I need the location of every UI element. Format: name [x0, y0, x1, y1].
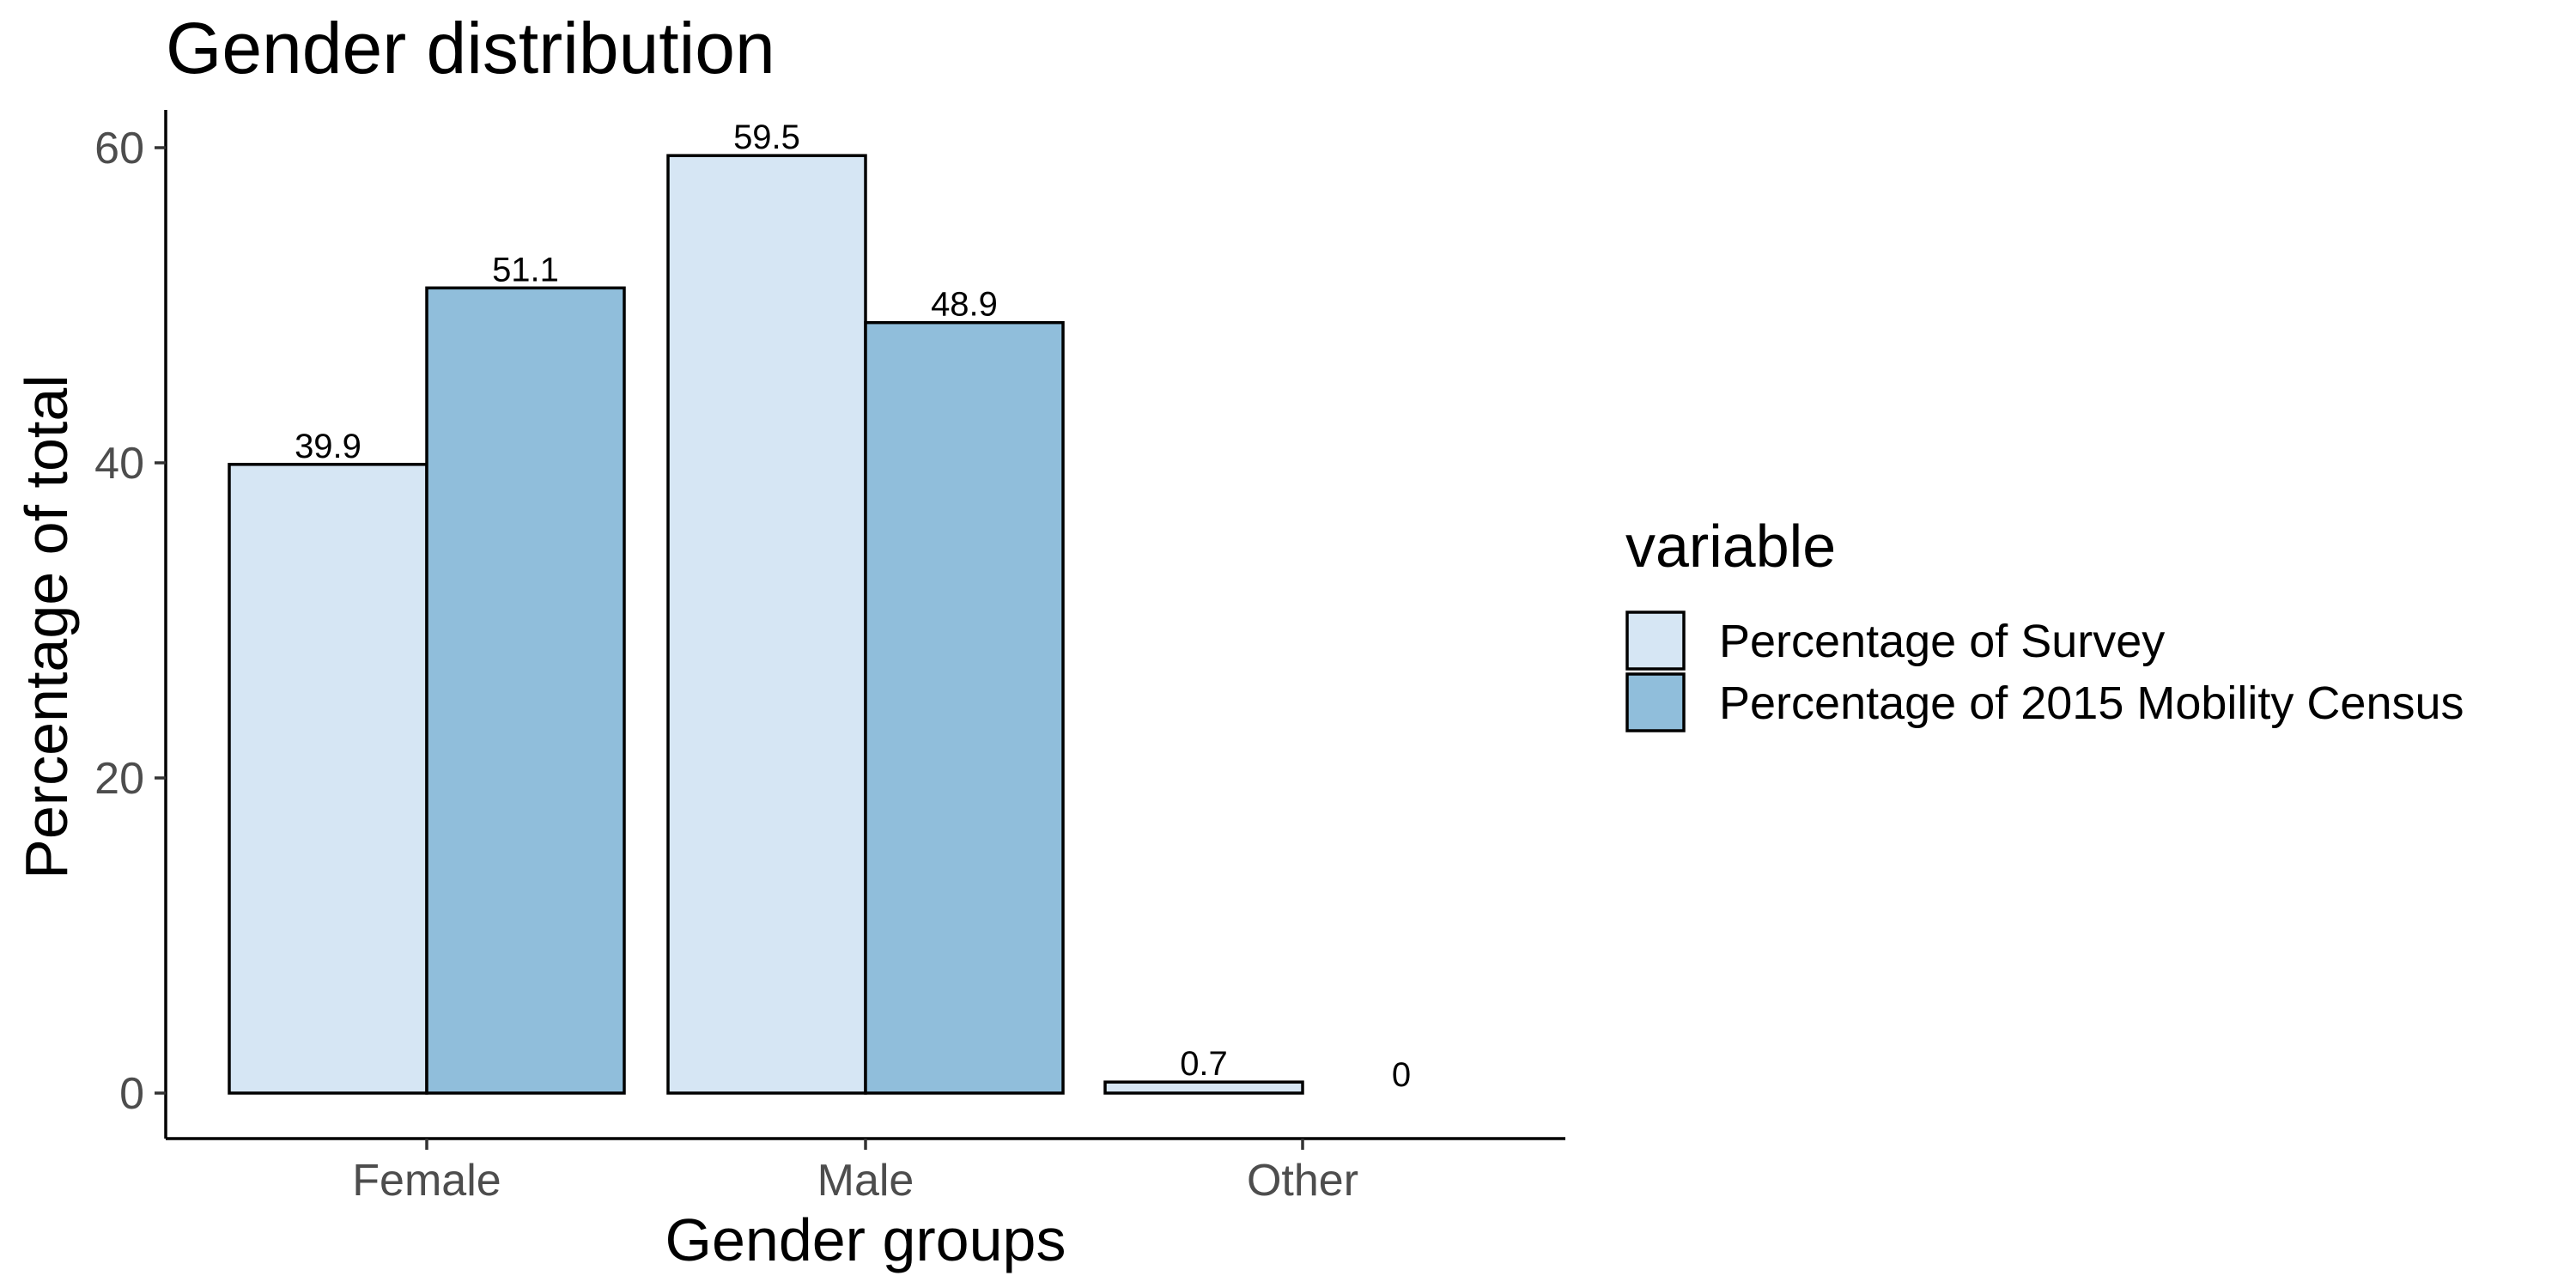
bar-female-series-2 [425, 286, 626, 1095]
data-labels-group: 39.9 59.5 0.7 51.1 48.9 0 [295, 118, 1411, 1094]
x-tick-label-other: Other [1247, 1156, 1358, 1206]
y-tick-label-60: 60 [94, 124, 144, 173]
y-tick-label-20: 20 [94, 754, 144, 804]
legend-key-series-1 [1625, 611, 1686, 671]
y-tick-label-0: 0 [119, 1069, 144, 1119]
legend-key-series-2 [1625, 672, 1686, 732]
data-label-female-series-2: 51.1 [492, 251, 559, 289]
bar-male-series-2 [864, 320, 1065, 1095]
data-label-other-series-1: 0.7 [1180, 1045, 1228, 1083]
plot-area: 39.9 59.5 0.7 51.1 48.9 0 0 20 40 60 Female Male O… [94, 110, 1565, 1206]
legend: variable Percentage of SurveyPercentage … [1625, 513, 2464, 732]
data-label-other-series-2: 0 [1392, 1056, 1411, 1094]
data-label-male-series-1: 59.5 [733, 118, 800, 156]
x-tick-label-female: Female [352, 1156, 501, 1206]
legend-title: variable [1625, 513, 1836, 580]
y-tick-label-40: 40 [94, 439, 144, 489]
chart-title: Gender distribution [166, 8, 775, 88]
x-ticks-group: Female Male Other [352, 1139, 1358, 1206]
bar-other-series-1 [1103, 1080, 1304, 1095]
data-label-female-series-1: 39.9 [295, 428, 361, 465]
data-label-male-series-2: 48.9 [931, 286, 998, 324]
bars-group [228, 154, 1304, 1095]
bar-female-series-1 [228, 463, 428, 1095]
legend-items: Percentage of Survey Percentage of 2015 M… [1625, 611, 2464, 732]
x-axis-title: Gender groups [665, 1206, 1066, 1273]
legend-label-series-2: Percentage of 2015 Mobility Census [1719, 677, 2464, 729]
x-tick-label-male: Male [817, 1156, 914, 1206]
bar-male-series-1 [666, 154, 867, 1095]
y-axis-title: Percentage of total [13, 374, 80, 879]
legend-label-series-1: Percentage of Survey [1719, 616, 2165, 667]
y-ticks-group: 0 20 40 60 [94, 124, 166, 1119]
